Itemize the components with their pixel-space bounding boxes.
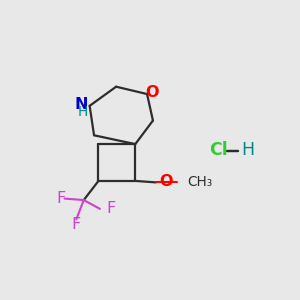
Text: H: H bbox=[78, 105, 88, 119]
Text: H: H bbox=[241, 141, 254, 159]
Text: O: O bbox=[159, 174, 172, 189]
Text: F: F bbox=[106, 201, 116, 216]
Text: Cl: Cl bbox=[209, 141, 228, 159]
Text: O: O bbox=[146, 85, 159, 100]
Text: F: F bbox=[72, 217, 81, 232]
Text: N: N bbox=[75, 97, 88, 112]
Text: CH₃: CH₃ bbox=[187, 176, 212, 189]
Text: F: F bbox=[56, 191, 66, 206]
